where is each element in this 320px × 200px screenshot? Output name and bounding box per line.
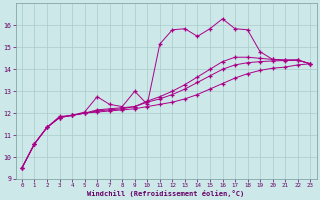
- X-axis label: Windchill (Refroidissement éolien,°C): Windchill (Refroidissement éolien,°C): [87, 190, 245, 197]
